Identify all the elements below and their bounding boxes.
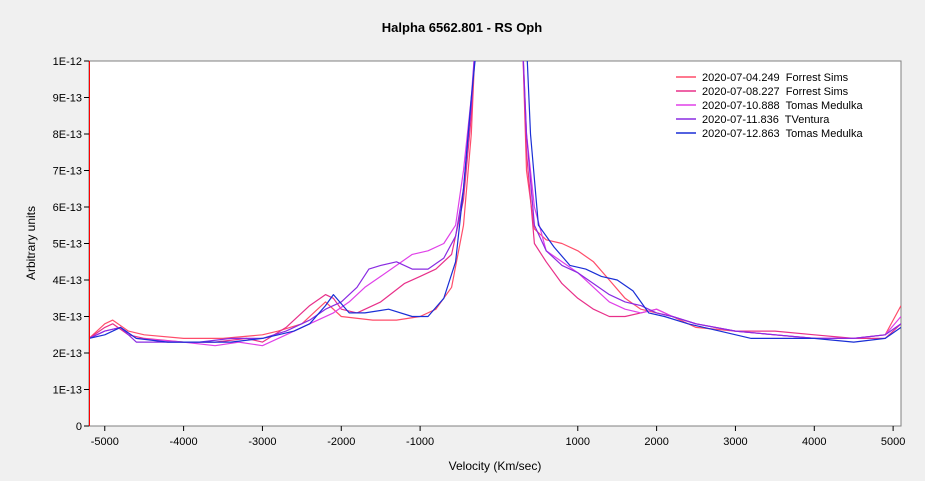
y-axis: 0 1E-13 2E-13 3E-13 4E-13 5E-13 6E-13 7E-13 8E-1… — [53, 56, 89, 433]
y-tick-label: 1E-12 — [53, 56, 82, 68]
y-tick-label: 8E-13 — [53, 129, 82, 141]
legend-item-2: 2020-07-08.227 Forrest Sims — [702, 86, 849, 98]
y-tick-label: 2E-13 — [53, 348, 82, 360]
x-tick-label: -5000 — [91, 436, 119, 448]
y-tick-label: 9E-13 — [53, 93, 82, 105]
x-tick-label: -3000 — [248, 436, 276, 448]
series-line-5 — [89, 61, 901, 343]
x-tick-label: -4000 — [170, 436, 198, 448]
y-tick-label: 3E-13 — [53, 312, 82, 324]
plot-area — [88, 60, 902, 427]
chart-title: Halpha 6562.801 - RS Oph — [382, 20, 542, 35]
y-tick-label: 1E-13 — [53, 385, 82, 397]
x-tick-label: 4000 — [802, 436, 826, 448]
x-tick-label: -2000 — [327, 436, 355, 448]
series-lines — [89, 61, 901, 347]
legend-item-4: 2020-07-11.836 TVentura — [702, 114, 830, 126]
y-tick-label: 0 — [76, 421, 82, 433]
y-tick-label: 4E-13 — [53, 275, 82, 287]
y-tick-label: 7E-13 — [53, 166, 82, 178]
x-tick-label: 1000 — [566, 436, 590, 448]
x-tick-label: 2000 — [644, 436, 668, 448]
x-axis-label: Velocity (Km/sec) — [449, 459, 542, 473]
legend-item-5: 2020-07-12.863 Tomas Medulka — [702, 128, 864, 140]
legend-item-3: 2020-07-10.888 Tomas Medulka — [702, 100, 864, 112]
legend-item-1: 2020-07-04.249 Forrest Sims — [702, 72, 849, 84]
x-tick-label: 5000 — [881, 436, 905, 448]
y-tick-label: 6E-13 — [53, 202, 82, 214]
legend: 2020-07-04.249 Forrest Sims 2020-07-08.22… — [676, 72, 864, 140]
y-axis-label: Arbitrary units — [24, 206, 38, 280]
x-tick-label: -1000 — [406, 436, 434, 448]
x-axis: -5000 -4000 -3000 -2000 -1000 1000 2000 3000 400… — [91, 426, 905, 448]
x-tick-label: 3000 — [723, 436, 747, 448]
y-tick-label: 5E-13 — [53, 239, 82, 251]
